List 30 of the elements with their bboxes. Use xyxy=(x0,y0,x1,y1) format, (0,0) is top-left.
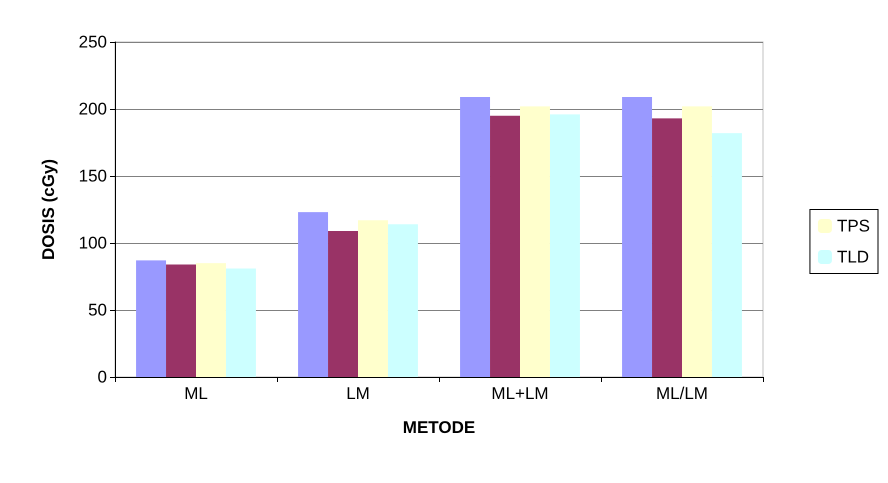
bar xyxy=(388,224,418,377)
y-tick-label: 100 xyxy=(78,234,107,252)
y-tick-label: 0 xyxy=(98,368,107,386)
x-tick-label: ML xyxy=(184,384,208,403)
x-tick-label: ML/LM xyxy=(656,384,708,403)
bar xyxy=(520,106,550,377)
y-tick-label: 150 xyxy=(78,166,107,186)
bar xyxy=(490,116,520,377)
x-tick-label: LM xyxy=(346,384,370,403)
bar xyxy=(682,106,712,377)
y-tick-label: 250 xyxy=(78,32,107,52)
bar xyxy=(622,96,652,377)
x-axis-title: METODE xyxy=(402,418,476,437)
x-tick-label: ML+LM xyxy=(491,384,549,403)
bar xyxy=(298,212,328,377)
legend-label: TPS xyxy=(836,216,870,236)
bar xyxy=(358,220,388,377)
bar xyxy=(226,268,256,377)
bar xyxy=(460,96,490,377)
bar xyxy=(712,133,742,377)
legend-label: TLD xyxy=(836,248,870,266)
bar xyxy=(136,260,166,377)
bar xyxy=(328,230,358,377)
bar xyxy=(652,118,682,377)
y-tick-label: 50 xyxy=(88,300,107,320)
bar xyxy=(166,264,196,377)
y-axis-title: DOSIS (cGy) xyxy=(39,158,58,260)
bar xyxy=(550,114,580,377)
y-tick-label: 200 xyxy=(78,100,107,118)
bar xyxy=(196,263,226,377)
